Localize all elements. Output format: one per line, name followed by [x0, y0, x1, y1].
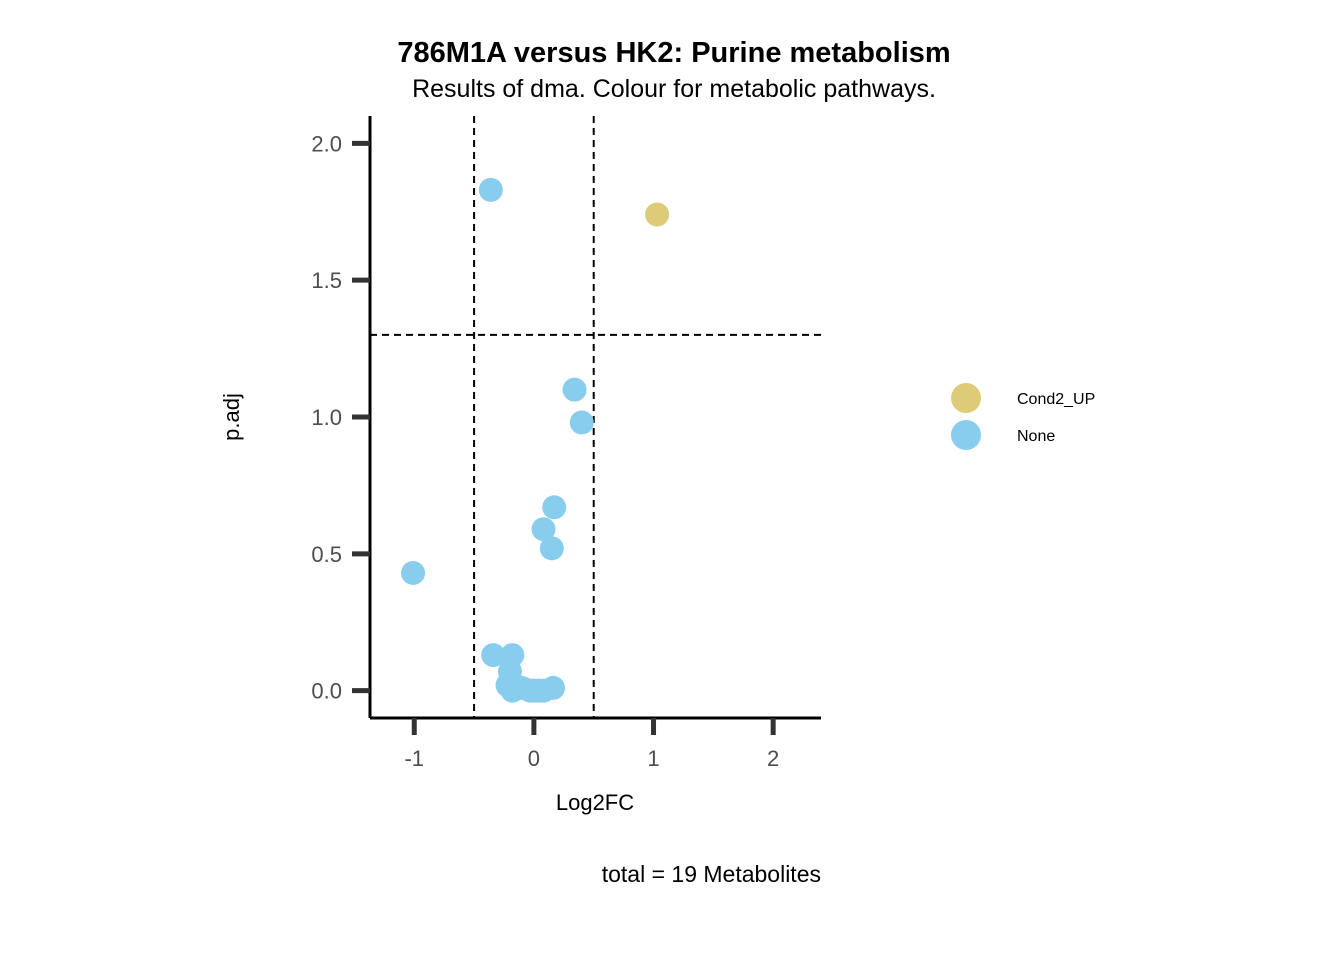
y-tick-label: 0.0 [311, 679, 342, 704]
x-tick-label: 2 [767, 746, 779, 771]
legend-label: Cond2_UP [1017, 391, 1095, 408]
data-points [401, 177, 670, 703]
legend-key-none [951, 420, 981, 450]
x-tick-label: 1 [647, 746, 659, 771]
point-none [542, 495, 567, 520]
point-none [539, 536, 564, 561]
point-none [401, 560, 426, 585]
chart-caption: total = 19 Metabolites [602, 861, 821, 887]
x-axis-title: Log2FC [556, 790, 634, 815]
x-tick-label: 0 [528, 746, 540, 771]
point-none [541, 675, 566, 700]
y-tick-label: 2.0 [311, 131, 342, 156]
y-axis-title: p.adj [219, 393, 244, 441]
reference-lines [370, 116, 821, 718]
legend: Cond2_UP None [951, 383, 1095, 450]
x-tick-label: -1 [404, 746, 424, 771]
y-tick-label: 1.0 [311, 405, 342, 430]
point-none [478, 177, 503, 202]
y-tick-label: 0.5 [311, 542, 342, 567]
chart-subtitle: Results of dma. Colour for metabolic pat… [412, 75, 936, 103]
chart-title: 786M1A versus HK2: Purine metabolism [397, 37, 950, 69]
point-none [531, 517, 556, 542]
point-none [562, 377, 587, 402]
point-none [569, 410, 594, 435]
y-tick-label: 1.5 [311, 268, 342, 293]
legend-label: None [1017, 428, 1055, 445]
axes: 0.0 0.5 1.0 1.5 2.0 -1 0 1 2 [311, 116, 821, 771]
point-none [481, 643, 506, 668]
legend-key-cond2-up [951, 383, 981, 413]
point-cond2-up [645, 202, 670, 227]
